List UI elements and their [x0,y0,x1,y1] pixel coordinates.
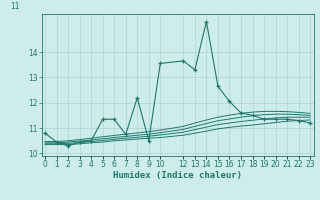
Text: 11: 11 [10,2,20,11]
X-axis label: Humidex (Indice chaleur): Humidex (Indice chaleur) [113,171,242,180]
